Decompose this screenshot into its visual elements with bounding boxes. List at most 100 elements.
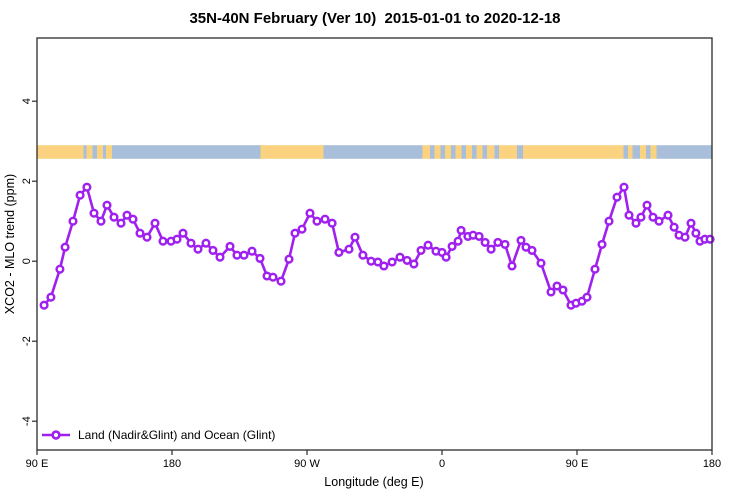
data-point xyxy=(453,236,463,246)
data-point xyxy=(215,252,225,262)
data-point xyxy=(558,285,568,295)
data-point xyxy=(193,244,203,254)
data-point xyxy=(631,218,641,228)
strip-land-segment xyxy=(640,145,646,159)
data-point xyxy=(39,300,49,310)
data-point xyxy=(312,216,322,226)
data-point xyxy=(590,264,600,274)
strip-land-segment xyxy=(106,145,112,159)
data-point xyxy=(172,234,182,244)
strip-ocean-segment xyxy=(112,145,261,159)
data-point xyxy=(379,261,389,271)
data-point xyxy=(654,216,664,226)
data-point xyxy=(89,208,99,218)
strip-ocean-segment xyxy=(83,145,87,159)
legend-marker-icon xyxy=(51,430,61,440)
data-point xyxy=(178,228,188,238)
data-point xyxy=(516,235,526,245)
strip-land-segment xyxy=(455,145,462,159)
data-point xyxy=(239,250,249,260)
strip-land-segment xyxy=(628,145,633,159)
data-point xyxy=(122,210,132,220)
data-point xyxy=(68,216,78,226)
strip-ocean-segment xyxy=(103,145,106,159)
data-point xyxy=(686,218,696,228)
data-point xyxy=(423,240,433,250)
data-point xyxy=(268,272,278,282)
data-point xyxy=(456,225,466,235)
data-point xyxy=(232,250,242,260)
data-point xyxy=(691,228,701,238)
strip-land-segment xyxy=(466,145,472,159)
data-point xyxy=(158,236,168,246)
strip-ocean-segment xyxy=(461,145,466,159)
data-point xyxy=(320,214,330,224)
data-point xyxy=(247,246,257,256)
strip-land-segment xyxy=(86,145,93,159)
strip-land-segment xyxy=(445,145,451,159)
strip-land-segment xyxy=(434,145,441,159)
data-point xyxy=(305,208,315,218)
data-point xyxy=(642,200,652,210)
series-line xyxy=(42,185,712,307)
strip-land-segment xyxy=(499,145,517,159)
data-point xyxy=(474,231,484,241)
data-point xyxy=(150,218,160,228)
data-point xyxy=(527,245,537,255)
strip-ocean-segment xyxy=(656,145,712,159)
strip-land-segment xyxy=(422,145,430,159)
strip-ocean-segment xyxy=(482,145,487,159)
strip-ocean-segment xyxy=(494,145,499,159)
data-point xyxy=(507,261,517,271)
data-point xyxy=(663,210,673,220)
data-point xyxy=(334,247,344,257)
y-tick-label: -4 xyxy=(21,416,33,426)
y-tick-label: -2 xyxy=(21,336,33,346)
plot-box xyxy=(36,37,713,451)
strip-land-segment xyxy=(650,145,657,159)
data-point xyxy=(493,237,503,247)
strip-land-segment xyxy=(487,145,495,159)
data-point xyxy=(619,182,629,192)
x-axis-label: Longitude (deg E) xyxy=(324,475,423,489)
data-point xyxy=(46,292,56,302)
data-point xyxy=(116,218,126,228)
strip-ocean-segment xyxy=(632,145,640,159)
data-point xyxy=(536,258,546,268)
legend: Land (Nadir&Glint) and Ocean (Glint) xyxy=(42,428,275,442)
data-point xyxy=(297,224,307,234)
strip-ocean-segment xyxy=(517,145,523,159)
data-point xyxy=(276,276,286,286)
strip-ocean-segment xyxy=(440,145,445,159)
data-point xyxy=(327,218,337,228)
strip-ocean-segment xyxy=(92,145,97,159)
data-point xyxy=(102,200,112,210)
data-point xyxy=(546,287,556,297)
x-tick-label: 180 xyxy=(703,458,721,470)
data-point xyxy=(373,257,383,267)
data-point xyxy=(284,254,294,264)
chart-title: 35N-40N February (Ver 10) 2015-01-01 to … xyxy=(189,10,561,27)
y-tick-label: 4 xyxy=(21,98,33,104)
x-tick-label: 180 xyxy=(163,458,181,470)
land-ocean-strip xyxy=(37,145,712,159)
data-point xyxy=(225,241,235,251)
strip-land-segment xyxy=(476,145,483,159)
data-point xyxy=(597,239,607,249)
data-point xyxy=(409,259,419,269)
data-point xyxy=(447,241,457,251)
strip-ocean-segment xyxy=(472,145,477,159)
data-point xyxy=(441,252,451,262)
data-point xyxy=(135,228,145,238)
data-point xyxy=(486,244,496,254)
data-point xyxy=(612,192,622,202)
data-point xyxy=(552,281,562,291)
data-point xyxy=(395,252,405,262)
data-point xyxy=(358,250,368,260)
strip-ocean-segment xyxy=(623,145,628,159)
data-point xyxy=(624,210,634,220)
data-point xyxy=(201,238,211,248)
data-point xyxy=(142,232,152,242)
strip-land-segment xyxy=(97,145,103,159)
